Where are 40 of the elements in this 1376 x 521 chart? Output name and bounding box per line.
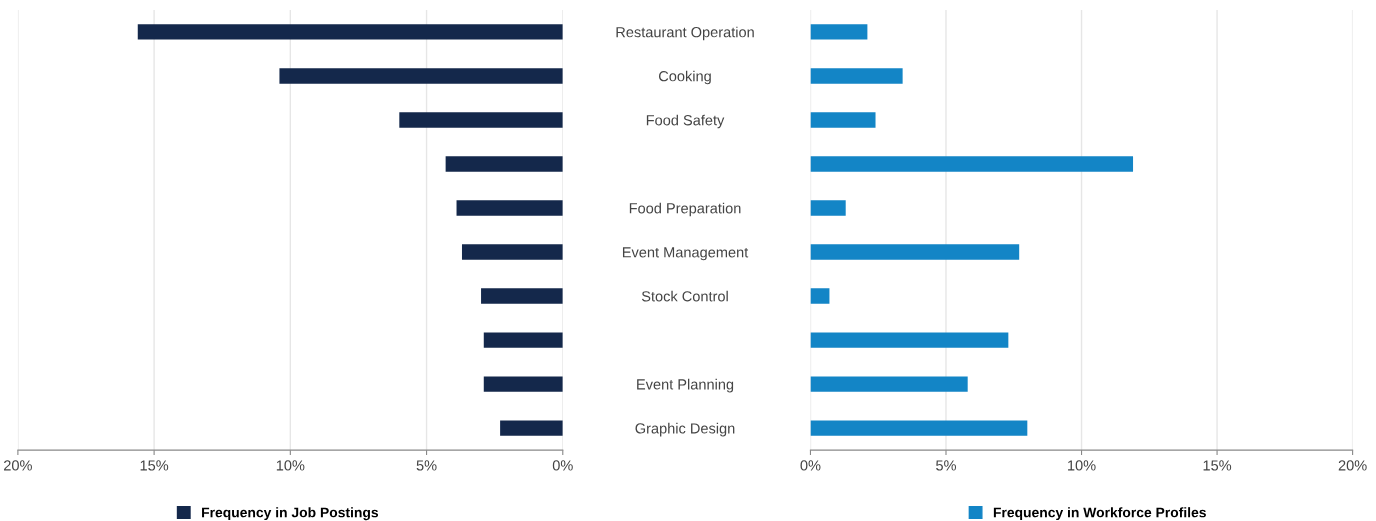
bar [483, 332, 563, 348]
bar [500, 420, 563, 436]
bar [810, 68, 903, 84]
y-tick-label: Event Planning [637, 378, 734, 393]
bar [810, 332, 1009, 348]
x-tick-label: 10% [276, 460, 305, 471]
y-tick-label: Food Safety [646, 114, 725, 129]
bar [810, 24, 868, 40]
bar [445, 156, 563, 172]
x-tick-label: 0% [552, 460, 573, 471]
bar [481, 288, 563, 304]
x-tick-label: 15% [1203, 460, 1232, 471]
y-tick-label: Food Preparation [629, 202, 741, 217]
y-tick-label: Stock Control [641, 290, 728, 302]
x-tick-label: 5% [936, 460, 957, 471]
bar [810, 420, 1028, 436]
bar [483, 376, 563, 392]
x-tick-label: 20% [4, 460, 32, 471]
x-tick-label: 0% [800, 460, 821, 471]
bar [810, 112, 876, 128]
bar [810, 288, 830, 304]
bar [810, 200, 846, 216]
bar [810, 156, 1134, 172]
legend-label: Frequency in Workforce Profiles [993, 507, 1206, 521]
y-tick-label: Event Management [622, 247, 749, 261]
bar [456, 200, 563, 216]
x-tick-label: 10% [1068, 460, 1096, 471]
x-tick-label: 5% [416, 460, 437, 471]
x-tick-label: 15% [140, 460, 169, 471]
x-tick-label: 20% [1338, 460, 1367, 471]
bar [279, 68, 563, 84]
bar [461, 244, 563, 260]
y-tick-label: Cooking [659, 70, 711, 85]
bar [399, 112, 563, 128]
y-tick-label: Graphic Design [635, 422, 735, 437]
legend-label: Frequency in Job Postings [202, 507, 379, 521]
bar [137, 24, 563, 40]
bar [810, 376, 968, 392]
y-tick-label: Restaurant Operation [616, 26, 754, 41]
bar [810, 244, 1020, 260]
